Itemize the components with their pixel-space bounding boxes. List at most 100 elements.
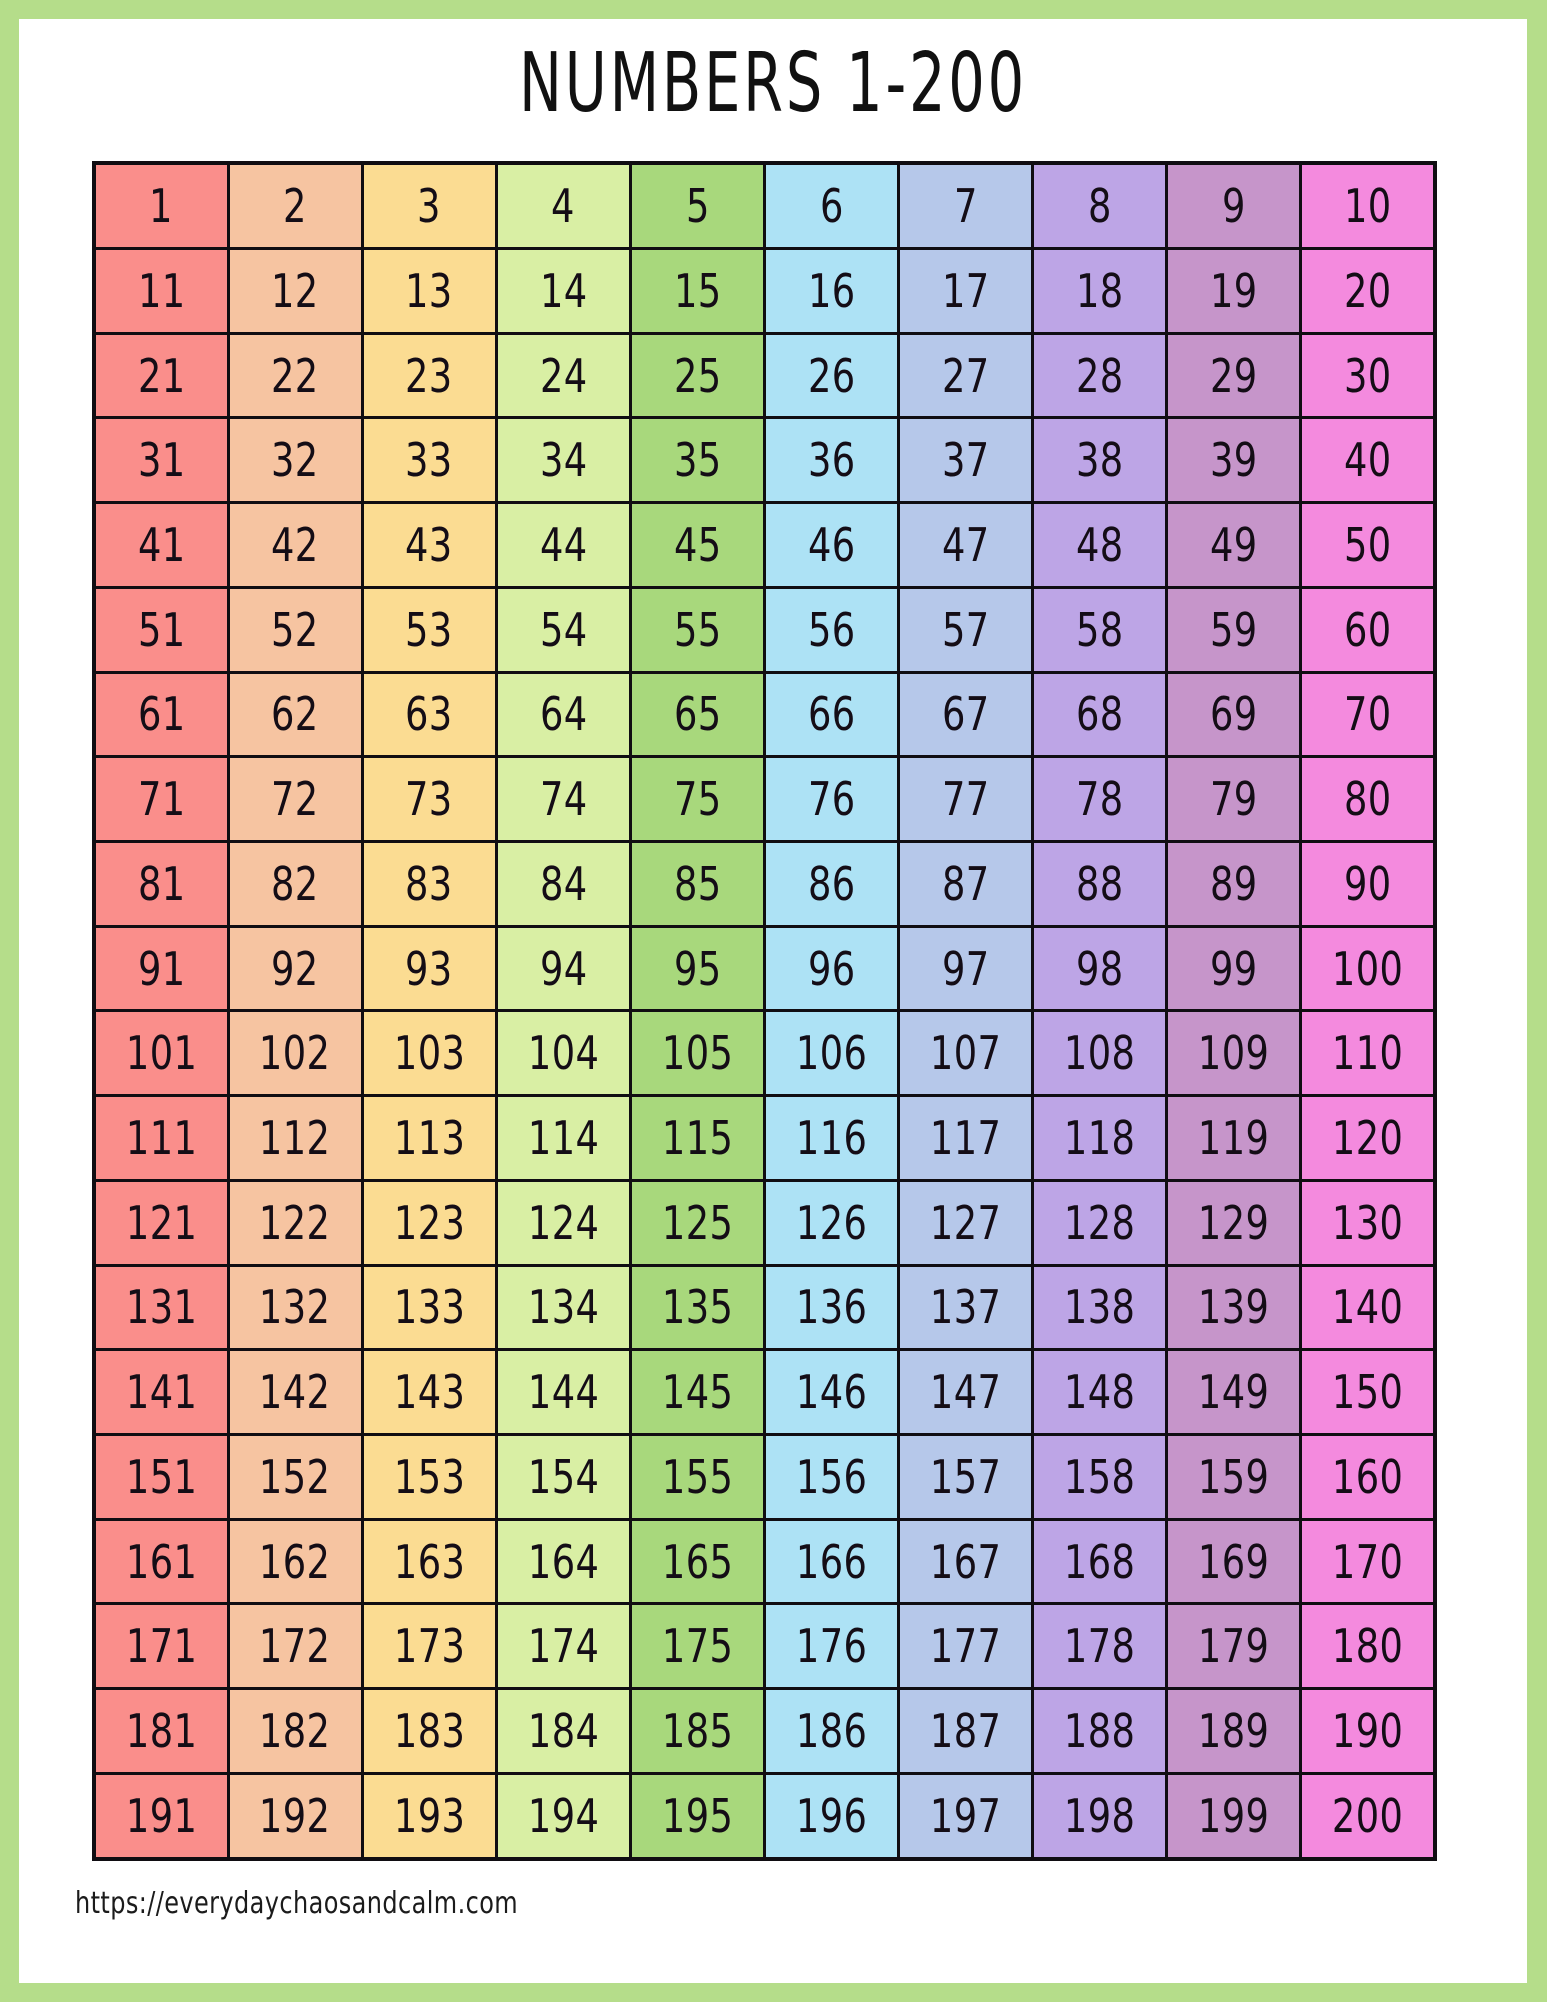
number-cell: 74 (494, 755, 632, 843)
number-cell: 68 (1031, 670, 1169, 759)
number-cell: 26 (762, 331, 901, 420)
number-cell-label: 185 (661, 1704, 734, 1759)
number-cell: 172 (226, 1602, 364, 1691)
number-cell: 83 (360, 840, 498, 928)
number-cell: 105 (628, 1009, 766, 1098)
page-title: NUMBERS 1-200 (519, 36, 1027, 131)
number-cell: 161 (92, 1517, 230, 1606)
number-cell-label: 53 (405, 602, 454, 657)
number-cell: 22 (226, 331, 364, 420)
number-cell-label: 181 (125, 1704, 198, 1759)
number-cell: 185 (628, 1687, 766, 1775)
number-cell-label: 1 (149, 178, 174, 233)
number-cell-label: 100 (1331, 941, 1404, 996)
number-cell-label: 137 (929, 1280, 1002, 1335)
table-row: 41 42 43 44 45 46 47 48 49 50 (92, 501, 1437, 589)
number-cell: 45 (628, 501, 766, 589)
number-cell: 116 (762, 1094, 901, 1182)
number-cell: 131 (92, 1263, 230, 1352)
number-cell-label: 39 (1209, 433, 1258, 488)
number-cell-label: 133 (393, 1280, 465, 1335)
number-cell-label: 11 (137, 263, 186, 318)
table-row: 61 62 63 64 65 66 67 68 69 70 (92, 670, 1437, 759)
number-cell: 15 (628, 246, 766, 335)
number-cell: 3 (360, 161, 498, 250)
number-cell: 149 (1165, 1348, 1303, 1437)
number-cell-label: 87 (941, 856, 990, 911)
number-cell-label: 164 (527, 1534, 600, 1589)
number-cell: 72 (226, 755, 364, 843)
table-row: 91 92 93 94 95 96 97 98 99 100 (92, 924, 1437, 1013)
number-cell-label: 95 (673, 941, 722, 996)
number-cell: 60 (1299, 585, 1437, 674)
number-cell-label: 59 (1209, 602, 1258, 657)
number-cell: 80 (1299, 755, 1437, 843)
number-cell: 134 (494, 1263, 632, 1352)
number-cell-label: 190 (1331, 1704, 1404, 1759)
number-cell: 17 (897, 246, 1035, 335)
number-cell-label: 35 (673, 433, 722, 488)
number-cell: 8 (1031, 161, 1169, 250)
number-cell-label: 125 (661, 1195, 734, 1250)
table-row: 51 52 53 54 55 56 57 58 59 60 (92, 585, 1437, 674)
number-cell: 194 (494, 1771, 632, 1861)
number-cell: 50 (1299, 501, 1437, 589)
number-cell-label: 184 (527, 1704, 600, 1759)
number-cell-label: 75 (673, 772, 722, 827)
number-cell-label: 199 (1198, 1788, 1270, 1843)
number-cell: 69 (1165, 670, 1303, 759)
table-row: 181 182 183 184 185 186 187 188 189 190 (92, 1687, 1437, 1775)
number-cell-label: 115 (661, 1111, 734, 1166)
number-cell: 11 (92, 246, 230, 335)
number-cell-label: 165 (661, 1534, 734, 1589)
number-cell-label: 73 (405, 772, 454, 827)
number-cell: 79 (1165, 755, 1303, 843)
number-cell: 178 (1031, 1602, 1169, 1691)
number-cell-label: 189 (1198, 1704, 1270, 1759)
number-cell-label: 40 (1343, 433, 1392, 488)
number-cell: 104 (494, 1009, 632, 1098)
number-cell-label: 130 (1331, 1195, 1404, 1250)
number-cell-label: 26 (807, 348, 856, 403)
number-cell-label: 188 (1063, 1704, 1136, 1759)
number-cell: 7 (897, 161, 1035, 250)
number-cell-label: 197 (929, 1788, 1002, 1843)
number-cell-label: 116 (795, 1111, 868, 1166)
number-cell-label: 145 (661, 1365, 734, 1420)
number-cell-label: 170 (1331, 1534, 1404, 1589)
number-cell: 29 (1165, 331, 1303, 420)
number-cell: 108 (1031, 1009, 1169, 1098)
table-row: 71 72 73 74 75 76 77 78 79 80 (92, 755, 1437, 843)
number-cell-label: 144 (527, 1365, 600, 1420)
number-cell-label: 65 (673, 687, 722, 742)
number-cell: 23 (360, 331, 498, 420)
number-cell: 132 (226, 1263, 364, 1352)
number-cell-label: 147 (929, 1365, 1002, 1420)
number-cell: 99 (1165, 924, 1303, 1013)
number-cell: 183 (360, 1687, 498, 1775)
number-cell: 121 (92, 1178, 230, 1267)
number-cell-label: 37 (941, 433, 990, 488)
number-cell-label: 121 (125, 1195, 198, 1250)
number-cell-label: 13 (405, 263, 454, 318)
number-cell: 140 (1299, 1263, 1437, 1352)
number-cell: 76 (762, 755, 901, 843)
number-cell: 30 (1299, 331, 1437, 420)
number-cell-label: 108 (1063, 1026, 1136, 1081)
number-cell: 86 (762, 840, 901, 928)
number-cell: 12 (226, 246, 364, 335)
number-cell: 1 (92, 161, 230, 250)
number-cell: 106 (762, 1009, 901, 1098)
number-cell: 85 (628, 840, 766, 928)
number-cell-label: 20 (1343, 263, 1392, 318)
number-cell-label: 166 (795, 1534, 868, 1589)
number-cell: 107 (897, 1009, 1035, 1098)
number-cell: 39 (1165, 416, 1303, 505)
number-cell-label: 66 (807, 687, 856, 742)
number-cell-label: 22 (271, 348, 319, 403)
number-cell-label: 84 (539, 856, 588, 911)
number-cell: 5 (628, 161, 766, 250)
number-cell: 169 (1165, 1517, 1303, 1606)
number-cell: 127 (897, 1178, 1035, 1267)
number-cell-label: 96 (807, 941, 856, 996)
